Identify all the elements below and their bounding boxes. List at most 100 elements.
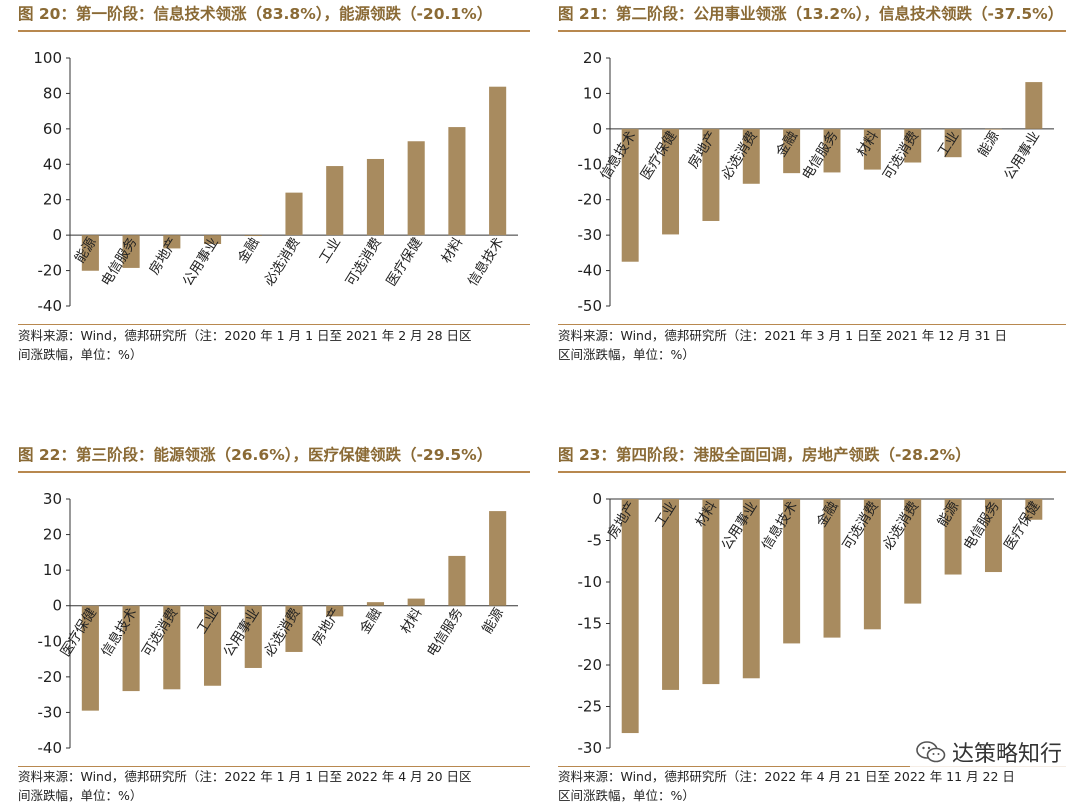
category-label: 能源: [479, 605, 507, 637]
source-note: 资料来源：Wind，德邦研究所（注：2022 年 4 月 21 日至 2022 …: [558, 767, 1015, 805]
source-line-1: 资料来源：Wind，德邦研究所（注：2022 年 4 月 21 日至 2022 …: [558, 769, 1015, 784]
category-label: 医疗保健: [1001, 499, 1043, 553]
bar: [984, 128, 1002, 130]
category-label: 材料: [398, 605, 426, 637]
y-tick-label: 100: [33, 49, 62, 67]
y-tick-label: -40: [38, 739, 63, 757]
source-divider: [558, 766, 1066, 767]
y-tick-label: -30: [578, 226, 603, 244]
chart-title: 图 23：第四阶段：港股全面回调，房地产领跌（-28.2%）: [558, 446, 971, 464]
bar: [1025, 499, 1043, 520]
title-divider: [558, 30, 1066, 32]
y-tick-label: -10: [578, 573, 603, 591]
y-tick-label: 60: [43, 120, 62, 138]
chart-panel-20: 图 20：第一阶段：信息技术领涨（83.8%），能源领跌（-20.1%） -40…: [18, 0, 530, 370]
y-tick-label: -20: [38, 668, 63, 686]
y-tick-label: 0: [52, 226, 62, 244]
y-tick-label: 20: [43, 526, 62, 544]
y-tick-label: -10: [38, 632, 63, 650]
bar: [823, 128, 841, 173]
y-tick-label: 80: [43, 84, 62, 102]
y-tick-label: -50: [578, 297, 603, 315]
bar: [823, 499, 841, 638]
y-tick-label: -20: [578, 191, 603, 209]
y-tick-label: -30: [38, 703, 63, 721]
source-line-2: 间涨跌幅，单位：%）: [18, 347, 143, 362]
y-tick-label: -20: [38, 262, 63, 280]
source-divider: [18, 766, 530, 767]
bar: [407, 598, 425, 606]
bar: [489, 511, 507, 606]
source-note: 资料来源：Wind，德邦研究所（注：2022 年 1 月 1 日至 2022 年…: [18, 767, 472, 805]
chart-panel-22: 图 22：第三阶段：能源领涨（26.6%），医疗保健领跌（-29.5%） -40…: [18, 441, 530, 805]
y-tick-label: 10: [43, 561, 62, 579]
source-line-2: 间涨跌幅，单位：%）: [18, 788, 143, 803]
source-divider: [558, 324, 1066, 325]
y-tick-label: 20: [43, 191, 62, 209]
watermark-text: 达策略知行: [951, 742, 1062, 767]
category-label: 材料: [438, 234, 466, 266]
bar: [1025, 82, 1043, 129]
title-divider: [18, 30, 530, 32]
category-label: 可选消费: [343, 235, 385, 289]
bar: [662, 128, 680, 235]
category-label: 医疗保健: [383, 235, 425, 289]
bar: [163, 605, 181, 690]
y-tick-label: 40: [43, 155, 62, 173]
bar: [81, 605, 99, 711]
bar: [326, 605, 344, 617]
source-line-2: 区间涨跌幅，单位：%）: [558, 347, 695, 362]
y-tick-label: -15: [578, 615, 603, 633]
bar: [366, 602, 385, 606]
chart-panel-23: 图 23：第四阶段：港股全面回调，房地产领跌（-28.2%） -30 -25 -20…: [558, 441, 1066, 805]
source-line-1: 资料来源：Wind，德邦研究所（注：2022 年 1 月 1 日至 2022 年…: [18, 769, 472, 784]
source-line-1: 资料来源：Wind，德邦研究所（注：2020 年 1 月 1 日至 2021 年…: [18, 328, 472, 343]
bar: [863, 499, 881, 630]
title-divider: [558, 471, 1066, 473]
y-tick-label: 30: [43, 490, 62, 508]
source-note: 资料来源：Wind，德邦研究所（注：2021 年 3 月 1 日至 2021 年…: [558, 326, 1007, 364]
bar: [244, 235, 262, 237]
bar: [702, 128, 720, 221]
bar: [904, 499, 922, 604]
category-label: 房地产: [309, 605, 344, 648]
bar: [244, 605, 262, 668]
bar: [904, 128, 922, 163]
bar: [285, 192, 303, 236]
category-label: 信息技术: [464, 234, 507, 289]
bar: [122, 235, 140, 268]
bar: [163, 235, 181, 249]
bar: [944, 128, 962, 158]
category-label: 能源: [975, 128, 1003, 160]
bar: [621, 499, 639, 734]
y-tick-label: -20: [578, 656, 603, 674]
bar: [448, 127, 466, 236]
category-label: 公用事业: [1001, 128, 1043, 182]
bar: [285, 605, 303, 652]
bar: [326, 166, 344, 236]
bar: [366, 158, 385, 236]
source-note: 资料来源：Wind，德邦研究所（注：2020 年 1 月 1 日至 2021 年…: [18, 326, 472, 364]
y-tick-label: 0: [592, 120, 602, 138]
chart-title: 图 21：第二阶段：公用事业领涨（13.2%），信息技术领跌（-37.5%）: [558, 5, 1064, 23]
bar: [621, 128, 639, 262]
bar: [662, 499, 680, 690]
bar: [203, 605, 222, 686]
category-label: 必选消费: [261, 235, 303, 289]
bar: [203, 235, 222, 244]
wechat-icon: [916, 741, 946, 763]
bar: [783, 128, 801, 174]
y-tick-label: -5: [587, 532, 602, 550]
bar: [783, 499, 801, 644]
y-tick-label: 0: [52, 597, 62, 615]
chart-panel-21: 图 21：第二阶段：公用事业领涨（13.2%），信息技术领跌（-37.5%） -…: [558, 0, 1066, 370]
y-tick-label: -40: [38, 297, 63, 315]
source-line-2: 区间涨跌幅，单位：%）: [558, 788, 695, 803]
bar: [863, 128, 881, 170]
bar: [742, 499, 760, 679]
chart-title: 图 20：第一阶段：信息技术领涨（83.8%），能源领跌（-20.1%）: [18, 5, 493, 23]
y-tick-label: -40: [578, 262, 603, 280]
bar: [81, 235, 99, 271]
